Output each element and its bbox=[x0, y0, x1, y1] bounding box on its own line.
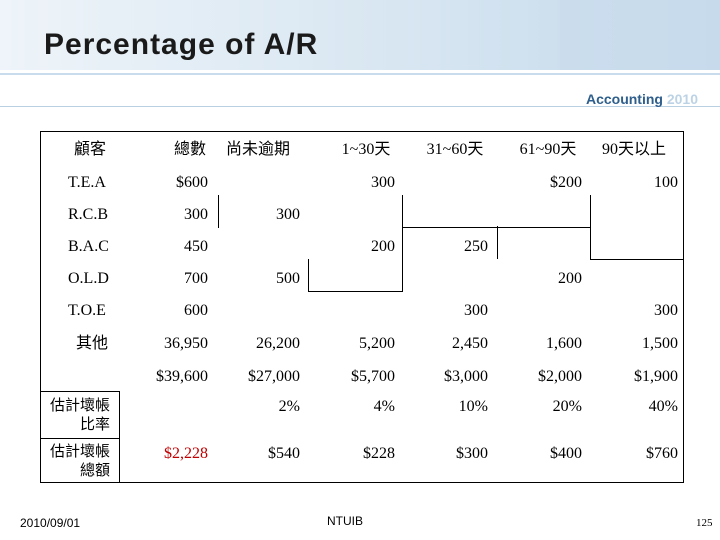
table-cell: 200 bbox=[558, 270, 582, 287]
amount-label: 總額 bbox=[79, 463, 110, 479]
amount-cell: $228 bbox=[363, 445, 395, 462]
grid-line bbox=[40, 391, 120, 392]
amount-cell: $300 bbox=[456, 445, 488, 462]
row-label: 其他 bbox=[76, 335, 109, 352]
table-cell: 300 bbox=[654, 302, 678, 319]
column-header: 1~30天 bbox=[341, 141, 391, 158]
table-cell: $600 bbox=[176, 174, 208, 191]
table-cell: 5,200 bbox=[359, 335, 395, 352]
grid-line bbox=[40, 438, 120, 439]
table-cell: 2,450 bbox=[452, 335, 488, 352]
column-header: 90天以上 bbox=[601, 141, 666, 158]
rate-label: 比率 bbox=[79, 417, 110, 433]
rate-cell: 20% bbox=[552, 398, 582, 415]
table-cell: $5,700 bbox=[351, 368, 395, 385]
table-cell: 700 bbox=[184, 270, 208, 287]
grid-line bbox=[308, 259, 309, 292]
page-title: Percentage of A/R bbox=[44, 28, 319, 61]
amount-cell: $400 bbox=[550, 445, 582, 462]
grid-line bbox=[218, 195, 219, 228]
row-label: O.L.D bbox=[68, 270, 109, 287]
table-cell: 450 bbox=[184, 238, 208, 255]
amount-cell: $540 bbox=[268, 445, 300, 462]
rate-label: 估計壞帳 bbox=[49, 398, 110, 414]
column-header: 31~60天 bbox=[426, 141, 484, 158]
rate-cell: 4% bbox=[373, 398, 395, 415]
row-label: R.C.B bbox=[68, 206, 109, 223]
rate-cell: 40% bbox=[648, 398, 678, 415]
subtitle-label: Accounting bbox=[585, 91, 663, 107]
grid-line bbox=[40, 131, 684, 132]
table-cell: 600 bbox=[184, 302, 208, 319]
table-cell: 300 bbox=[371, 174, 395, 191]
footer-date: 2010/09/01 bbox=[20, 516, 81, 530]
table-cell: 100 bbox=[654, 174, 678, 191]
table-cell: $39,600 bbox=[156, 368, 208, 385]
table-cell: 36,950 bbox=[164, 335, 208, 352]
grid-line bbox=[40, 131, 41, 483]
grid-line bbox=[402, 227, 590, 228]
table-cell: 26,200 bbox=[256, 335, 300, 352]
footer-center: NTUIB bbox=[327, 514, 363, 528]
table-cell: 1,600 bbox=[546, 335, 582, 352]
column-header: 顧客 bbox=[73, 141, 106, 158]
grid-line bbox=[119, 391, 120, 483]
table-cell: 200 bbox=[371, 238, 395, 255]
table-cell: 300 bbox=[464, 302, 488, 319]
amount-total-cell: $2,228 bbox=[164, 445, 208, 462]
rate-cell: 2% bbox=[278, 398, 300, 415]
column-header: 61~90天 bbox=[519, 141, 577, 158]
table-cell: $1,900 bbox=[634, 368, 678, 385]
row-label: T.E.A bbox=[68, 174, 106, 191]
amount-cell: $760 bbox=[646, 445, 678, 462]
page-number: 125 bbox=[696, 517, 713, 529]
grid-line bbox=[40, 482, 684, 483]
table-cell: 300 bbox=[184, 206, 208, 223]
column-header: 總數 bbox=[173, 141, 206, 158]
grid-line bbox=[590, 195, 591, 260]
row-label: T.O.E bbox=[68, 302, 106, 319]
table-cell: 250 bbox=[464, 238, 488, 255]
table-cell: $2,000 bbox=[538, 368, 582, 385]
amount-label: 估計壞帳 bbox=[49, 444, 110, 460]
grid-line bbox=[402, 195, 403, 292]
row-label: B.A.C bbox=[68, 238, 109, 255]
table-cell: 300 bbox=[276, 206, 300, 223]
grid-line bbox=[308, 291, 403, 292]
subtitle: Accounting 2010 bbox=[586, 91, 698, 107]
column-header: 尚未逾期 bbox=[225, 141, 290, 158]
table-cell: $3,000 bbox=[444, 368, 488, 385]
rate-cell: 10% bbox=[458, 398, 488, 415]
table-cell: $27,000 bbox=[248, 368, 300, 385]
grid-line bbox=[497, 226, 498, 259]
grid-line bbox=[590, 259, 683, 260]
subtitle-year: 2010 bbox=[666, 91, 698, 107]
table-cell: 1,500 bbox=[642, 335, 678, 352]
grid-line bbox=[683, 131, 684, 482]
header-background bbox=[0, 0, 720, 107]
table-cell: 500 bbox=[276, 270, 300, 287]
table-cell: $200 bbox=[550, 174, 582, 191]
